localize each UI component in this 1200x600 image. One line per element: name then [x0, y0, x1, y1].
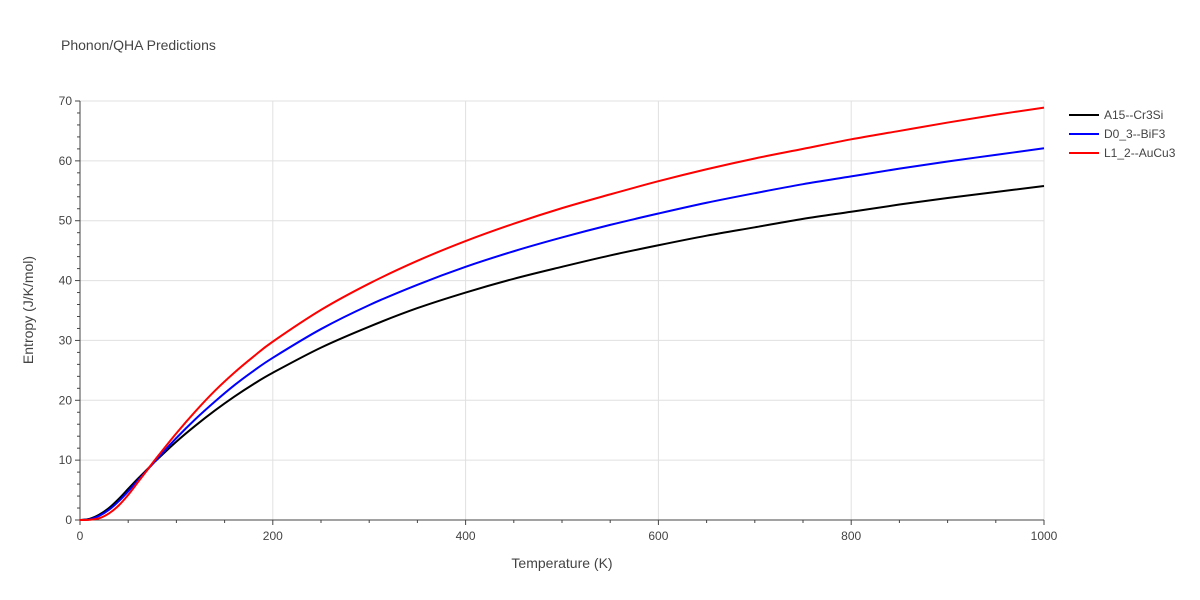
series-line-1[interactable]	[79, 147, 1045, 521]
legend-item[interactable]: L1_2--AuCu3	[1069, 146, 1176, 160]
y-tick-label: 30	[59, 333, 73, 347]
x-tick-label: 1000	[1031, 529, 1058, 543]
y-tick-label: 60	[59, 154, 73, 168]
y-tick-label: 40	[59, 274, 73, 288]
y-tick-label: 0	[65, 513, 72, 527]
y-tick-label: 50	[59, 214, 73, 228]
legend-label: L1_2--AuCu3	[1104, 146, 1176, 160]
y-axis-title: Entropy (J/K/mol)	[20, 256, 36, 364]
x-axis-title: Temperature (K)	[511, 555, 612, 571]
x-tick-label: 0	[77, 529, 84, 543]
series-lines	[79, 106, 1045, 521]
x-tick-label: 800	[841, 529, 861, 543]
y-tick-label: 70	[59, 94, 73, 108]
legend-label: D0_3--BiF3	[1104, 127, 1166, 141]
x-tick-label: 600	[648, 529, 668, 543]
chart-title: Phonon/QHA Predictions	[61, 37, 216, 53]
x-tick-label: 200	[263, 529, 283, 543]
series-line-2[interactable]	[79, 106, 1045, 521]
x-tick-label: 400	[456, 529, 476, 543]
legend-item[interactable]: D0_3--BiF3	[1069, 127, 1166, 141]
y-tick-label: 20	[59, 393, 73, 407]
legend[interactable]: A15--Cr3Si D0_3--BiF3 L1_2--AuCu3	[1069, 108, 1176, 160]
grid	[80, 100, 1045, 520]
axes: 0 200 400 600 800 1000 0 10 20 30 40 50 60 70	[59, 94, 1058, 543]
series-line-0[interactable]	[79, 185, 1045, 521]
legend-item[interactable]: A15--Cr3Si	[1069, 108, 1163, 122]
y-tick-label: 10	[59, 453, 73, 467]
legend-label: A15--Cr3Si	[1104, 108, 1163, 122]
